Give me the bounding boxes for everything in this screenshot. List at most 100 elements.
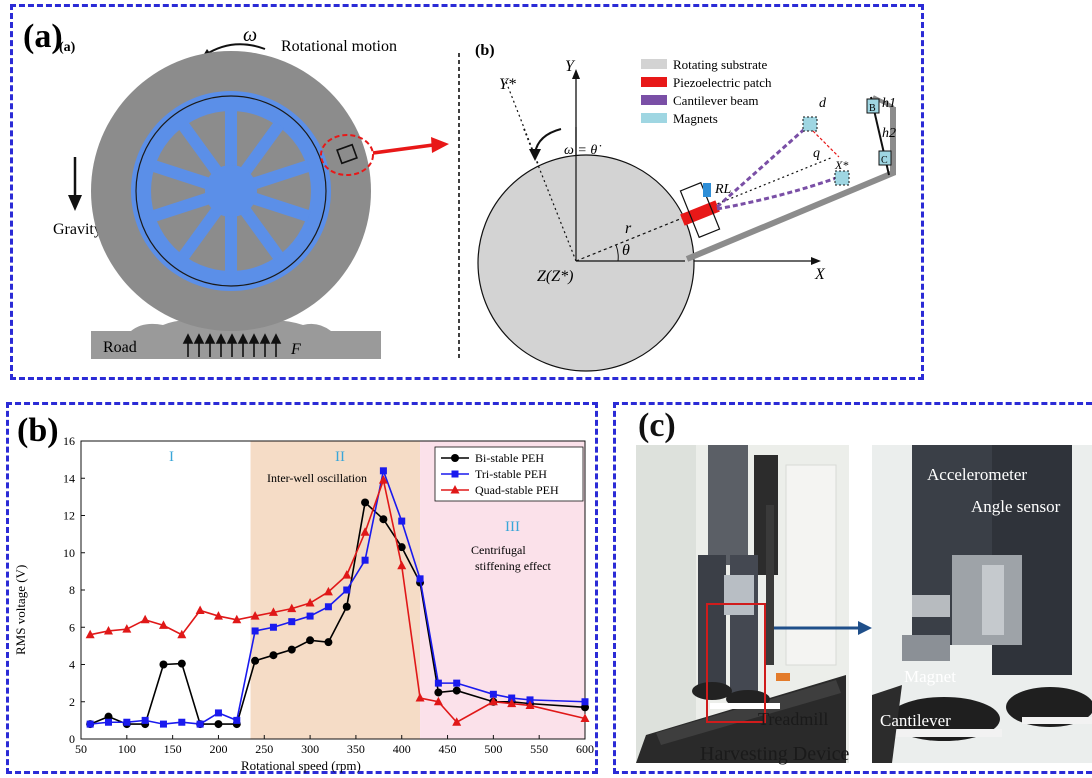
panel-a: (a) (a) ω Rotational motion Road F Gravi… bbox=[10, 4, 924, 380]
rotational-motion-label: Rotational motion bbox=[281, 38, 397, 55]
force-arrows bbox=[182, 333, 282, 357]
data-point-quad-stable bbox=[433, 696, 443, 706]
data-point-quad-stable bbox=[287, 603, 297, 613]
road-surface bbox=[91, 331, 381, 359]
device-closeup-photo bbox=[872, 445, 1092, 763]
data-point-tri-stable bbox=[416, 575, 424, 583]
data-point-tri-stable bbox=[178, 718, 186, 726]
x-tick-label: 550 bbox=[530, 742, 548, 756]
data-point-quad-stable bbox=[232, 614, 242, 624]
region-label-i: I bbox=[169, 449, 174, 465]
data-point-bi-stable bbox=[214, 720, 223, 729]
displacement-line bbox=[812, 130, 840, 158]
data-point-quad-stable bbox=[452, 717, 462, 726]
y-tick-label: 2 bbox=[69, 695, 75, 709]
panel-c-label: (c) bbox=[638, 407, 676, 444]
legend-marker bbox=[451, 470, 459, 478]
y-tick-label: 16 bbox=[63, 434, 75, 448]
wheel-hub bbox=[205, 165, 257, 217]
device-highlight-box bbox=[706, 603, 766, 723]
data-point-bi-stable bbox=[452, 686, 461, 695]
legend-marker bbox=[450, 485, 460, 494]
x-tick-label: 500 bbox=[484, 742, 502, 756]
callout-arrow-icon bbox=[372, 143, 434, 155]
data-point-tri-stable bbox=[288, 618, 296, 626]
voltage-chart: 50 100 150 200 250 300 350 400 450 500 550 600 0 2 4 6 8… bbox=[13, 412, 594, 773]
y-axis-title: RMS voltage (V) bbox=[13, 565, 28, 655]
x-axis-arrow-icon bbox=[811, 257, 821, 265]
road-label: Road bbox=[103, 339, 137, 356]
distance-d-label: d bbox=[819, 96, 827, 111]
data-point-quad-stable bbox=[195, 605, 205, 614]
data-point-quad-stable bbox=[580, 713, 590, 723]
data-point-tri-stable bbox=[489, 690, 497, 698]
annotation-inter-well: Inter-well oscillation bbox=[267, 471, 367, 485]
legend-label-substrate: Rotating substrate bbox=[673, 57, 767, 72]
data-point-bi-stable bbox=[361, 498, 370, 507]
data-point-quad-stable bbox=[525, 700, 535, 709]
gravity-arrowhead-icon bbox=[68, 195, 82, 211]
data-point-tri-stable bbox=[306, 612, 314, 620]
data-point-bi-stable bbox=[159, 660, 168, 669]
data-point-tri-stable bbox=[104, 718, 112, 726]
x-tick-label: 150 bbox=[164, 742, 182, 756]
substrate-rotation-arrowhead-icon bbox=[529, 149, 541, 161]
chart-series bbox=[85, 467, 590, 729]
data-point-tri-stable bbox=[233, 716, 241, 724]
data-point-bi-stable bbox=[581, 703, 589, 712]
data-point-tri-stable bbox=[196, 720, 204, 728]
x-tick-label: 450 bbox=[439, 742, 457, 756]
data-point-quad-stable bbox=[122, 624, 132, 633]
x-axis-title: Rotational speed (rpm) bbox=[241, 758, 361, 773]
panel-a-sub-label-right: (b) bbox=[475, 42, 495, 59]
wheel-rim-line bbox=[135, 95, 327, 287]
y-tick-label: 6 bbox=[69, 620, 75, 634]
harvester-box-icon bbox=[336, 143, 358, 165]
y-tick-label: 10 bbox=[63, 546, 75, 560]
y-axis-label: Y bbox=[565, 58, 576, 75]
theta-arc bbox=[615, 244, 619, 262]
data-point-quad-stable bbox=[140, 614, 150, 624]
data-point-tri-stable bbox=[434, 679, 442, 687]
magnet-b-label: B bbox=[869, 103, 876, 114]
tip-magnet-up bbox=[802, 116, 818, 132]
data-point-bi-stable bbox=[434, 688, 443, 697]
series-tri-stable bbox=[86, 467, 589, 728]
data-point-tri-stable bbox=[361, 556, 369, 564]
data-point-quad-stable bbox=[378, 475, 388, 484]
region-label-ii: II bbox=[335, 449, 345, 465]
data-point-bi-stable bbox=[342, 602, 351, 611]
panel-a-figure: (a) (a) ω Rotational motion Road F Gravi… bbox=[23, 18, 896, 372]
data-point-bi-stable bbox=[306, 636, 315, 645]
data-point-quad-stable bbox=[305, 598, 315, 607]
y-tick-label: 0 bbox=[69, 732, 75, 746]
cantilever-beam-up bbox=[716, 123, 810, 209]
x-tick-label: 600 bbox=[576, 742, 594, 756]
resistor-frame bbox=[679, 181, 721, 239]
legend-swatch-beam bbox=[641, 95, 667, 105]
legend-entry: Bi-stable PEH bbox=[475, 451, 544, 465]
panel-b-label: (b) bbox=[17, 412, 59, 449]
data-point-bi-stable bbox=[287, 645, 296, 654]
panel-a-legend: Rotating substrate Piezoelectric patch C… bbox=[641, 57, 772, 126]
data-point-tri-stable bbox=[508, 694, 516, 702]
panel-a-sub-label-left: (a) bbox=[59, 40, 76, 55]
y-star-axis-label: Y* bbox=[499, 76, 516, 93]
cantilever-beam-down bbox=[716, 175, 840, 211]
theta-label: θ bbox=[622, 242, 630, 259]
annotation-centrifugal-1: Centrifugal bbox=[471, 543, 526, 557]
zoom-arrowhead-icon bbox=[858, 621, 872, 635]
accelerometer-label: Accelerometer bbox=[927, 465, 1028, 484]
data-point-quad-stable bbox=[85, 629, 95, 639]
legend-label-beam: Cantilever beam bbox=[673, 93, 759, 108]
omega-eq-label: ω = θ̇ bbox=[564, 143, 601, 158]
legend-swatch-substrate bbox=[641, 59, 667, 69]
resistor-icon bbox=[703, 183, 711, 197]
data-point-tri-stable bbox=[453, 679, 461, 687]
legend-marker bbox=[451, 454, 459, 462]
x-tick-label: 250 bbox=[255, 742, 273, 756]
radius-line bbox=[575, 216, 686, 262]
data-point-tri-stable bbox=[123, 718, 131, 726]
y-tick-label: 12 bbox=[63, 509, 75, 523]
h2-label: h2 bbox=[882, 126, 896, 141]
